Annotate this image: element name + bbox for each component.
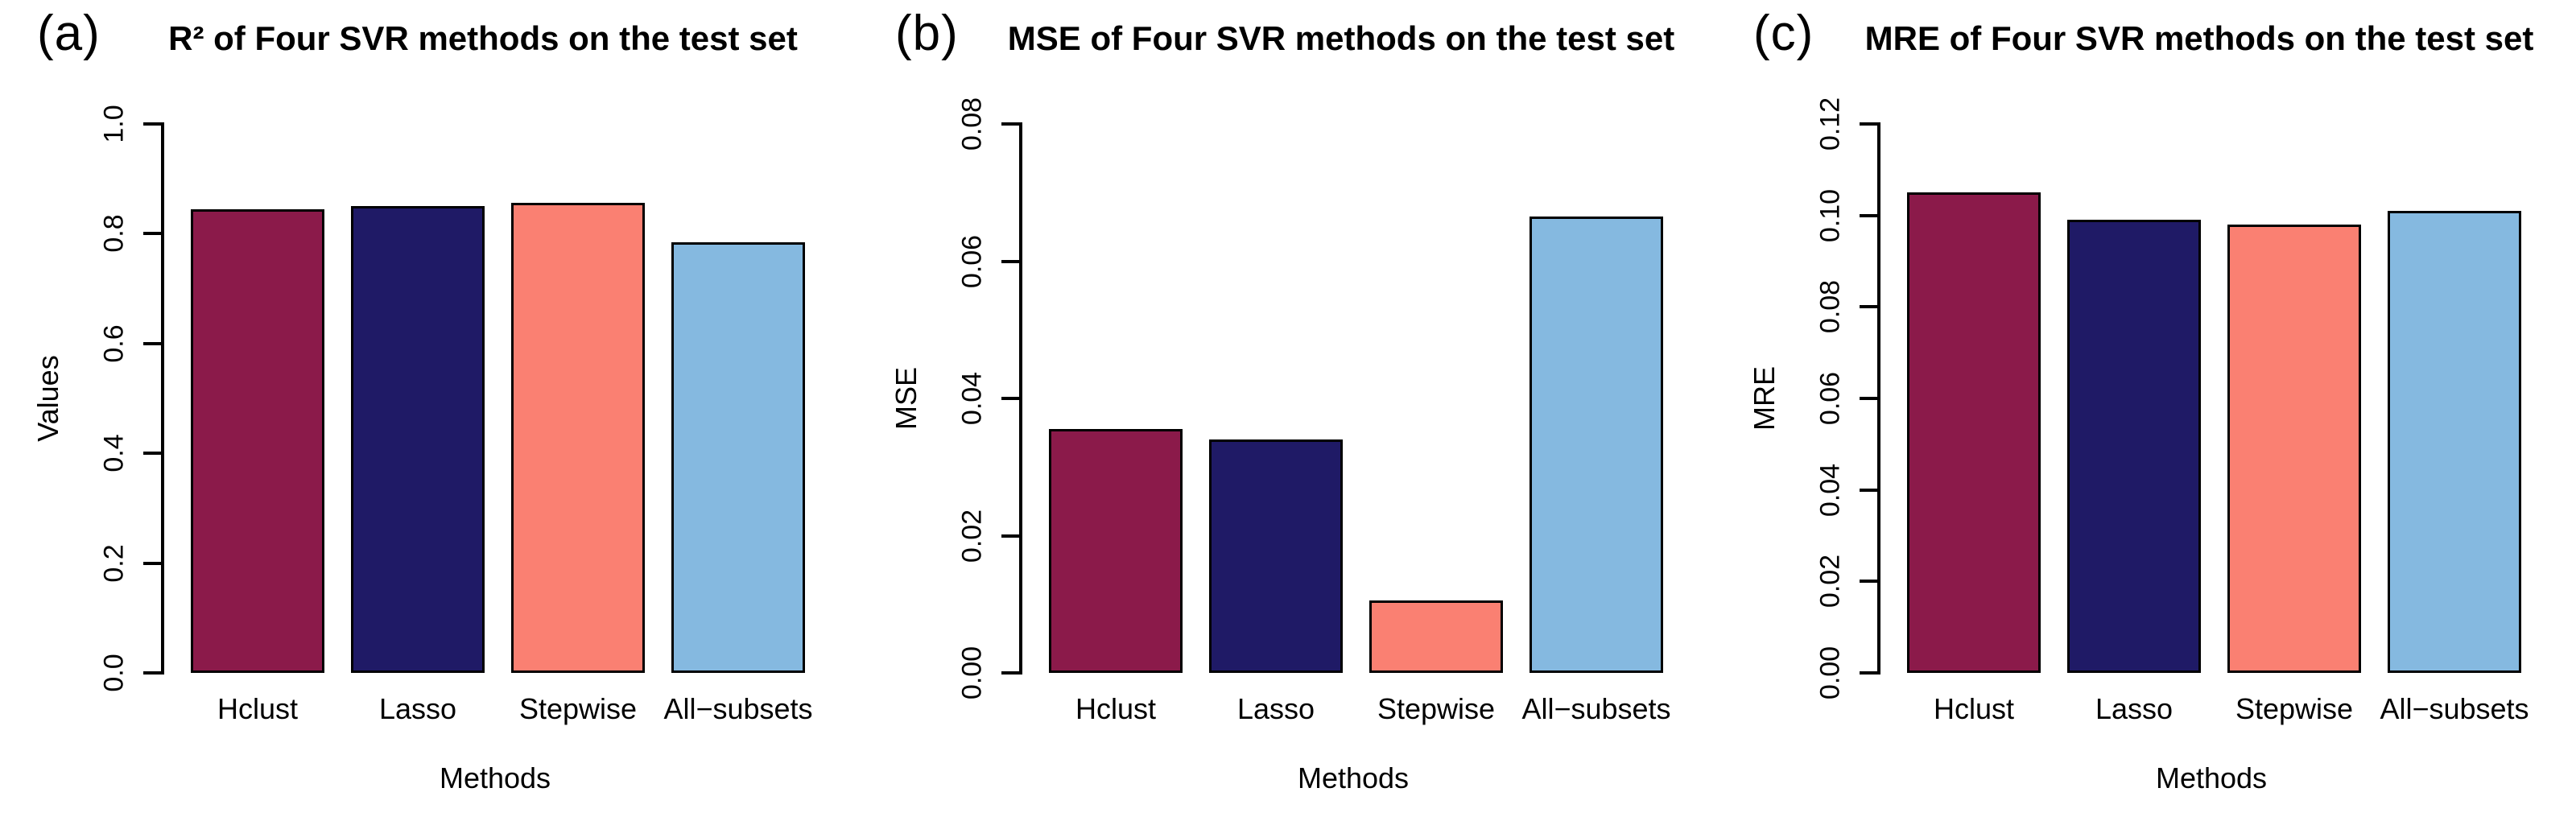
y-tick-label: 0.08 <box>956 97 988 151</box>
y-axis-title-a: Values <box>31 355 64 442</box>
bar-lasso <box>2067 220 2201 673</box>
bar-hclust <box>1907 192 2041 673</box>
panel-label-c: (c) <box>1753 6 1814 61</box>
y-tick-label: 0.04 <box>1814 463 1846 517</box>
x-tick-label: All−subsets <box>1521 692 1671 725</box>
y-tick-label: 0.06 <box>1814 371 1846 426</box>
bar-hclust <box>191 209 324 673</box>
y-tick-mark <box>143 452 164 456</box>
x-tick-label: Hclust <box>217 692 299 725</box>
x-tick-label: Lasso <box>2095 692 2174 725</box>
x-tick-label: Stepwise <box>518 692 638 725</box>
chart-title-a: R² of Four SVR methods on the test set <box>168 19 798 57</box>
y-tick-label: 0.00 <box>1814 646 1846 700</box>
chart-title-c: MRE of Four SVR methods on the test set <box>1864 19 2534 57</box>
y-tick-label: 0.4 <box>98 434 130 472</box>
y-tick-mark <box>1860 305 1880 309</box>
y-tick-mark <box>1860 580 1880 584</box>
y-tick-label: 0.06 <box>956 234 988 288</box>
x-tick-label: Hclust <box>1075 692 1157 725</box>
y-tick-mark <box>1860 397 1880 400</box>
x-tick-label: Lasso <box>378 692 457 725</box>
x-tick-label: Lasso <box>1236 692 1315 725</box>
y-tick-label: 0.8 <box>98 214 130 254</box>
y-tick-label: 0.00 <box>956 646 988 700</box>
y-tick-label: 0.08 <box>1814 280 1846 334</box>
bar-lasso <box>1209 439 1343 673</box>
y-tick-mark <box>1860 671 1880 675</box>
y-tick-label: 0.02 <box>956 509 988 563</box>
y-tick-mark <box>1001 122 1022 126</box>
y-tick-mark <box>143 232 164 236</box>
bar-hclust <box>1049 429 1183 673</box>
y-tick-label: 0.04 <box>956 371 988 426</box>
chart-panel-b: (b) MSE of Four SVR methods on the test … <box>858 0 1716 821</box>
panel-label-a: (a) <box>37 6 101 61</box>
bar-all-subsets <box>2388 211 2521 673</box>
x-tick-label: All−subsets <box>663 692 813 725</box>
bar-stepwise <box>511 203 645 673</box>
bar-stepwise <box>2227 225 2361 673</box>
bar-all-subsets <box>671 242 805 673</box>
y-tick-label: 0.0 <box>98 654 130 692</box>
bar-lasso <box>351 206 485 673</box>
x-tick-label: All−subsets <box>2380 692 2529 725</box>
x-axis-title-a: Methods <box>439 761 551 794</box>
y-tick-mark <box>1001 397 1022 400</box>
y-tick-label: 1.0 <box>98 105 130 143</box>
y-tick-label: 0.12 <box>1814 97 1846 151</box>
x-tick-label: Stepwise <box>2235 692 2354 725</box>
x-axis-title-c: Methods <box>2155 761 2268 794</box>
y-tick-mark <box>143 122 164 126</box>
plot-area-b: 0.00 0.02 0.04 0.06 0.08 Hclust Lasso Stepwise A… <box>957 97 1690 725</box>
y-tick-mark <box>1001 534 1022 538</box>
y-tick-mark <box>143 561 164 565</box>
plot-area-a: 0.0 0.2 0.4 0.6 0.8 1.0 Hclust Lasso Stepwise All… <box>99 105 832 725</box>
y-tick-mark <box>1860 122 1880 126</box>
x-tick-label: Hclust <box>1933 692 2015 725</box>
plot-area-c: 0.00 0.02 0.04 0.06 0.08 0.10 0.12 Hclust Lasso S… <box>1815 97 2549 725</box>
bar-all-subsets <box>1530 217 1663 673</box>
y-tick-mark <box>1001 259 1022 263</box>
y-tick-label: 0.02 <box>1814 555 1846 609</box>
y-tick-mark <box>143 341 164 345</box>
y-axis-title-b: MSE <box>890 367 923 431</box>
chart-panel-a: (a) R² of Four SVR methods on the test s… <box>0 0 858 821</box>
y-axis-title-c: MRE <box>1748 366 1781 431</box>
chart-title-b: MSE of Four SVR methods on the test set <box>1007 19 1675 57</box>
panel-label-b: (b) <box>895 6 959 61</box>
y-tick-label: 0.2 <box>98 543 130 583</box>
x-tick-label: Stepwise <box>1377 692 1496 725</box>
y-tick-mark <box>1860 488 1880 492</box>
bar-stepwise <box>1369 600 1503 673</box>
y-tick-mark <box>1860 213 1880 217</box>
y-tick-mark <box>1001 671 1022 675</box>
y-tick-mark <box>143 671 164 675</box>
y-tick-label: 0.10 <box>1814 188 1846 242</box>
x-axis-title-b: Methods <box>1297 761 1410 794</box>
y-tick-label: 0.6 <box>98 324 130 363</box>
chart-panel-c: (c) MRE of Four SVR methods on the test … <box>1716 0 2574 821</box>
